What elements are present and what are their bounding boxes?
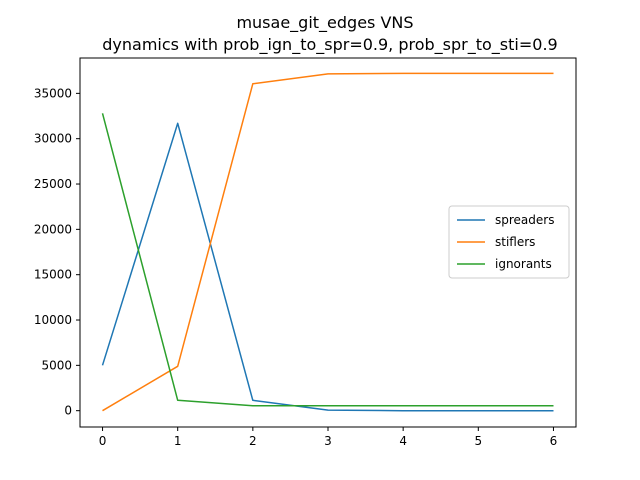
x-tick-label: 5 [474,434,482,448]
x-tick-label: 0 [99,434,107,448]
chart-title: musae_git_edges VNS [236,13,413,33]
y-tick-label: 10000 [34,313,72,327]
legend-label-stiflers: stiflers [495,235,535,249]
legend-box [448,205,570,279]
y-tick-label: 35000 [34,86,72,100]
series-line-stiflers [102,72,554,412]
x-tick-label: 3 [324,434,332,448]
chart-subtitle: dynamics with prob_ign_to_spr=0.9, prob_… [102,35,557,55]
y-tick-label: 0 [64,404,72,418]
x-tick-label: 4 [399,434,407,448]
legend: spreaders stiflers ignorants [448,205,570,279]
y-tick-label: 5000 [41,358,72,372]
series-line-spreaders [101,122,554,412]
y-tick-label: 30000 [34,132,72,146]
series-line-ignorants [101,113,554,407]
x-tick-label: 6 [550,434,558,448]
y-axis: 0 5000 10000 15000 20000 25000 30000 35000 [34,86,80,418]
x-axis: 0 1 2 3 4 5 6 [99,427,558,448]
y-tick-label: 25000 [34,177,72,191]
y-tick-label: 20000 [34,222,72,236]
x-tick-label: 2 [249,434,257,448]
x-tick-label: 1 [174,434,182,448]
series-lines [101,72,554,412]
y-tick-label: 15000 [34,268,72,282]
legend-label-ignorants: ignorants [495,257,552,271]
legend-label-spreaders: spreaders [495,213,554,227]
